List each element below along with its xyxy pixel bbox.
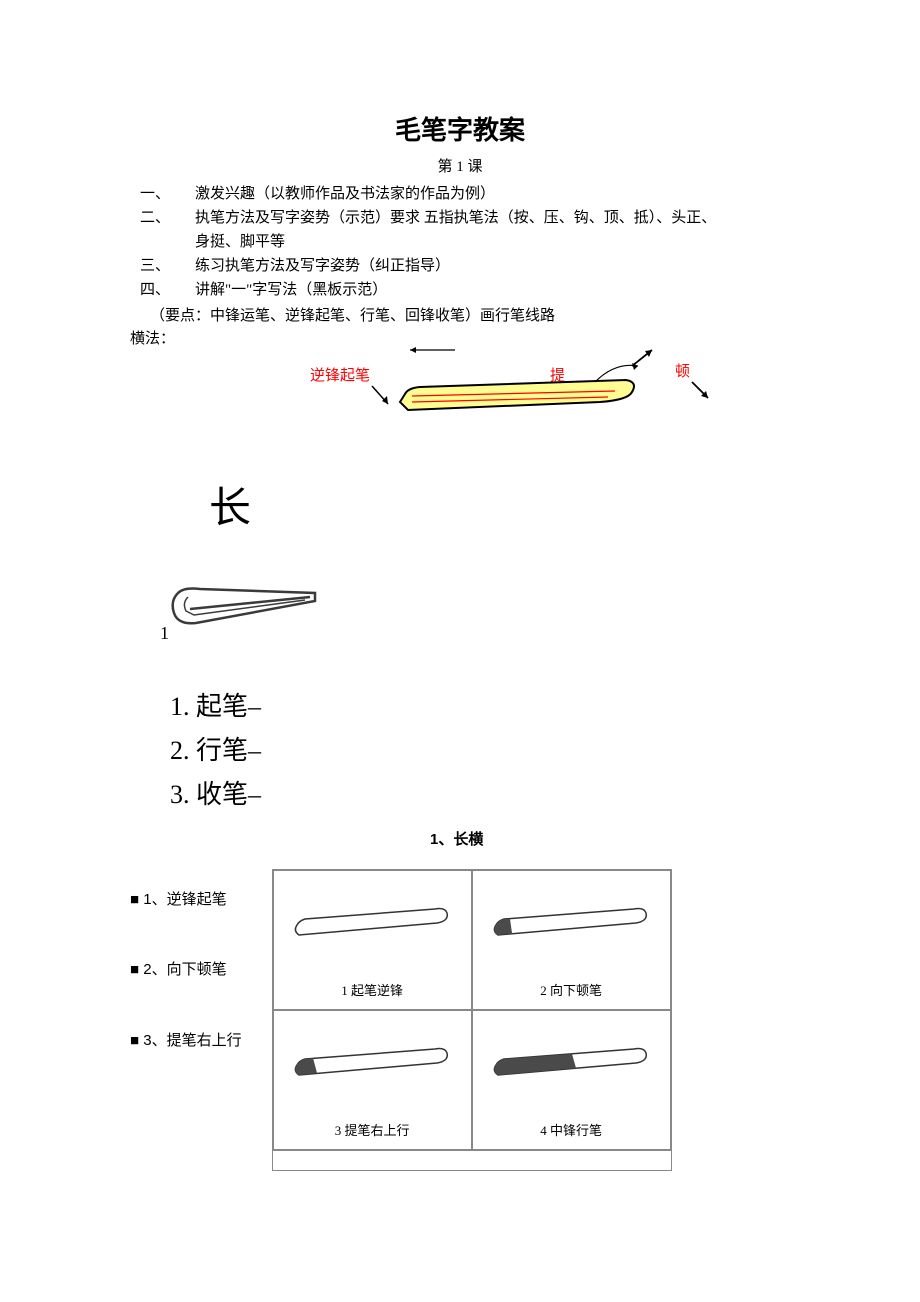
step-item: 2. 行笔– bbox=[170, 729, 790, 773]
keypoint-text: （要点：中锋运笔、逆锋起笔、行笔、回锋收笔）画行笔线路 bbox=[150, 304, 790, 325]
grid-caption: 2 向下顿笔 bbox=[540, 980, 602, 999]
annotation-left: 逆锋起笔 bbox=[310, 364, 370, 385]
bullet-item: 2、向下顿笔 bbox=[130, 959, 242, 982]
stroke-grid-wrapper: 1 起笔逆锋 2 向下顿笔 3 提笔右上行 bbox=[272, 869, 672, 1171]
outline-item: 一、 激发兴趣（以教师作品及书法家的作品为例） bbox=[140, 182, 790, 206]
stroke-tip-icon bbox=[287, 1041, 457, 1086]
grid-cell: 1 起笔逆锋 bbox=[273, 870, 472, 1010]
outline-num: 四、 bbox=[140, 278, 195, 302]
outline-item: 二、 执笔方法及写字姿势（示范）要求 五指执笔法（按、压、钩、顶、抵）、头正、 bbox=[140, 206, 790, 230]
outline-num: 一、 bbox=[140, 182, 195, 206]
grid-cell: 3 提笔右上行 bbox=[273, 1010, 472, 1150]
outline-text: 执笔方法及写字姿势（示范）要求 五指执笔法（按、压、钩、顶、抵）、头正、 bbox=[195, 206, 790, 230]
chang-glyph-box: 长 bbox=[160, 474, 300, 535]
page-subtitle: 第 1 课 bbox=[130, 155, 790, 176]
grid-caption: 1 起笔逆锋 bbox=[341, 980, 403, 999]
outline-num: 三、 bbox=[140, 254, 195, 278]
stroke-start-shape: 1 bbox=[160, 575, 790, 655]
arrow-left-icon bbox=[400, 344, 460, 356]
grid-cell: 4 中锋行笔 bbox=[472, 1010, 671, 1150]
step-item: 3. 收笔– bbox=[170, 773, 790, 817]
grid-bottom-strip bbox=[272, 1151, 672, 1171]
hengfa-label: 横法： bbox=[130, 327, 790, 348]
outline-text: 练习执笔方法及写字姿势（纠正指导） bbox=[195, 254, 790, 278]
outline-item: 四、 讲解"一"字写法（黑板示范） bbox=[140, 278, 790, 302]
chang-glyph: 长 bbox=[209, 486, 251, 532]
outline-item: 身挺、脚平等 bbox=[140, 230, 790, 254]
outline-item: 三、 练习执笔方法及写字姿势（纠正指导） bbox=[140, 254, 790, 278]
stroke-start-svg bbox=[160, 575, 320, 645]
outline-num: 二、 bbox=[140, 206, 195, 230]
curve-arrow-icon bbox=[590, 360, 650, 390]
section-heading: 1、长横 bbox=[430, 828, 790, 849]
page-title: 毛笔字教案 bbox=[130, 110, 790, 147]
outline-num bbox=[140, 230, 195, 254]
grid-caption: 3 提笔右上行 bbox=[335, 1120, 410, 1139]
stroke-start-num: 1 bbox=[160, 623, 169, 644]
stroke-grid: 1 起笔逆锋 2 向下顿笔 3 提笔右上行 bbox=[272, 869, 672, 1151]
stroke-tip-icon bbox=[486, 901, 656, 946]
bullet-item: 1、逆锋起笔 bbox=[130, 889, 242, 912]
left-column: 长 1 1. 起笔– 2. 行笔– 3. 收笔– bbox=[160, 474, 790, 818]
outline-text: 激发兴趣（以教师作品及书法家的作品为例） bbox=[195, 182, 790, 206]
arrow-down-right-icon bbox=[690, 380, 716, 406]
annotation-right: 顿 bbox=[675, 360, 690, 381]
step-item: 1. 起笔– bbox=[170, 685, 790, 729]
stroke-half-icon bbox=[486, 1041, 656, 1086]
outline-text: 讲解"一"字写法（黑板示范） bbox=[195, 278, 790, 302]
steps-list: 1. 起笔– 2. 行笔– 3. 收笔– bbox=[170, 685, 790, 818]
outline-list: 一、 激发兴趣（以教师作品及书法家的作品为例） 二、 执笔方法及写字姿势（示范）… bbox=[140, 182, 790, 302]
stroke-diagram: 逆锋起笔 提 顿 bbox=[130, 354, 790, 444]
grid-cell: 2 向下顿笔 bbox=[472, 870, 671, 1010]
stroke-outline-icon bbox=[287, 901, 457, 946]
grid-caption: 4 中锋行笔 bbox=[540, 1120, 602, 1139]
lower-section: 1、逆锋起笔 2、向下顿笔 3、提笔右上行 1 起笔逆锋 2 向下顿笔 bbox=[130, 869, 790, 1171]
bullet-list: 1、逆锋起笔 2、向下顿笔 3、提笔右上行 bbox=[130, 869, 242, 1171]
bullet-item: 3、提笔右上行 bbox=[130, 1030, 242, 1053]
outline-text: 身挺、脚平等 bbox=[195, 230, 790, 254]
